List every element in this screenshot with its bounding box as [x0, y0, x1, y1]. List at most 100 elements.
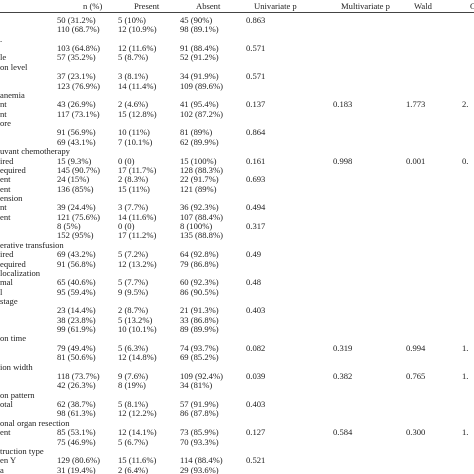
- row-label: .: [0, 33, 3, 44]
- table-cell: 15 (9.3%): [57, 155, 92, 166]
- table-cell: 10 (10.1%): [118, 324, 157, 335]
- table-cell: 5 (6.7%): [118, 436, 149, 447]
- table-cell: 2 (6.4%): [118, 464, 149, 474]
- row-label: en Y: [0, 455, 17, 466]
- table-cell: 70 (93.3%): [180, 436, 219, 447]
- column-header: Multivariate p: [341, 1, 390, 11]
- table-cell: 42 (26.3%): [57, 380, 96, 391]
- table-cell: 15 (11%): [118, 183, 150, 194]
- table-cell: 31 (19.4%): [57, 464, 96, 474]
- table-cell: 123 (76.9%): [57, 80, 100, 91]
- table-cell: 1.: [462, 427, 469, 438]
- table-cell: 12 (11.6%): [118, 43, 157, 54]
- table-cell: 12 (14.8%): [118, 352, 157, 363]
- table-cell: 109 (89.6%): [180, 80, 223, 91]
- row-label: ired: [0, 249, 14, 260]
- table-cell: 121 (75.6%): [57, 211, 100, 222]
- table-cell: 12 (14.1%): [118, 427, 157, 438]
- table-cell: 37 (23.1%): [57, 71, 96, 82]
- row-label: ired: [0, 155, 14, 166]
- table-cell: 8 (100%): [180, 221, 213, 232]
- row-label: localization: [0, 267, 41, 278]
- table-cell: 5 (10%): [118, 15, 146, 25]
- table-cell: 0.864: [246, 127, 266, 138]
- table-cell: 0.039: [246, 370, 266, 381]
- row-label: equired: [0, 164, 26, 175]
- table-cell: 12 (13.2%): [118, 258, 157, 269]
- table-cell: 17 (11.7%): [118, 164, 157, 175]
- row-label: equired: [0, 258, 26, 269]
- row-label: mal: [0, 277, 13, 288]
- table-cell: 0.48: [246, 277, 262, 288]
- table-cell: 114 (88.4%): [180, 455, 223, 466]
- table-cell: 7 (10.1%): [118, 136, 153, 147]
- row-label: anemia: [0, 89, 25, 100]
- table-cell: 1.: [462, 342, 469, 353]
- table-cell: 5 (6.3%): [118, 342, 149, 353]
- table-cell: 79 (49.4%): [57, 342, 96, 353]
- table-cell: 0.571: [246, 71, 266, 82]
- table-cell: 1.: [462, 370, 469, 381]
- table-cell: 145 (90.7%): [57, 164, 100, 175]
- table-cell: 0.317: [246, 221, 266, 232]
- table-cell: 99 (61.9%): [57, 324, 96, 335]
- row-label: uvant chemotherapy: [0, 146, 70, 157]
- table-cell: 57 (35.2%): [57, 52, 96, 63]
- table-cell: 103 (64.8%): [57, 43, 100, 54]
- table-cell: 5 (8.1%): [118, 399, 149, 410]
- table-cell: 23 (14.4%): [57, 305, 96, 316]
- row-label: on time: [0, 333, 27, 344]
- table-cell: 8 (5%): [57, 221, 81, 232]
- row-label: on level: [0, 61, 28, 72]
- table-cell: 95 (59.4%): [57, 286, 96, 297]
- table-cell: 0.571: [246, 43, 266, 54]
- row-label: otal: [0, 399, 13, 410]
- table-cell: 0.403: [246, 305, 266, 316]
- table-cell: 12 (10.9%): [118, 24, 157, 35]
- table-cell: 118 (73.7%): [57, 370, 100, 381]
- table-cell: 3 (7.7%): [118, 202, 149, 213]
- table-cell: 0.161: [246, 155, 266, 166]
- row-label: nt: [0, 108, 7, 119]
- table-cell: 91 (88.4%): [180, 43, 219, 54]
- table-cell: 5 (7.2%): [118, 249, 149, 260]
- column-header: n (%): [83, 1, 103, 11]
- table-cell: 128 (88.3%): [180, 164, 223, 175]
- table-cell: 34 (91.9%): [180, 71, 219, 82]
- table-cell: 98 (61.3%): [57, 408, 96, 419]
- table-cell: 36 (92.3%): [180, 202, 219, 213]
- row-label: le: [0, 52, 7, 63]
- table-cell: 62 (38.7%): [57, 399, 96, 410]
- table-cell: 15 (100%): [180, 155, 217, 166]
- table-cell: 73 (85.9%): [180, 427, 219, 438]
- table-cell: 0.082: [246, 342, 266, 353]
- row-label: l: [0, 286, 3, 297]
- table-cell: 107 (88.4%): [180, 211, 223, 222]
- table-cell: 0.183: [333, 99, 353, 110]
- table-cell: 2 (8.3%): [118, 174, 149, 185]
- table-cell: 15 (11.6%): [118, 455, 157, 466]
- table-cell: 69 (43.1%): [57, 136, 96, 147]
- table-cell: 0.127: [246, 427, 266, 438]
- table-cell: 21 (91.3%): [180, 305, 219, 316]
- table-cell: 86 (90.5%): [180, 286, 219, 297]
- row-label: a: [0, 464, 4, 474]
- table-cell: 109 (92.4%): [180, 370, 223, 381]
- table-cell: 102 (87.2%): [180, 108, 223, 119]
- table-cell: 117 (73.1%): [57, 108, 100, 119]
- table-cell: 33 (86.8%): [180, 314, 219, 325]
- row-label: ent: [0, 174, 11, 185]
- table-cell: 0.765: [406, 370, 426, 381]
- row-label: onal organ resection: [0, 417, 70, 428]
- table-cell: 152 (95%): [57, 230, 94, 241]
- table-cell: 0.998: [333, 155, 353, 166]
- column-header: Absent: [196, 1, 221, 11]
- row-label: stage: [0, 296, 18, 307]
- table-cell: 79 (86.8%): [180, 258, 219, 269]
- table-cell: 129 (80.6%): [57, 455, 100, 466]
- table-cell: 38 (23.8%): [57, 314, 96, 325]
- column-header: Present: [134, 1, 160, 11]
- table-cell: 10 (11%): [118, 127, 150, 138]
- table-cell: 5 (13.2%): [118, 314, 153, 325]
